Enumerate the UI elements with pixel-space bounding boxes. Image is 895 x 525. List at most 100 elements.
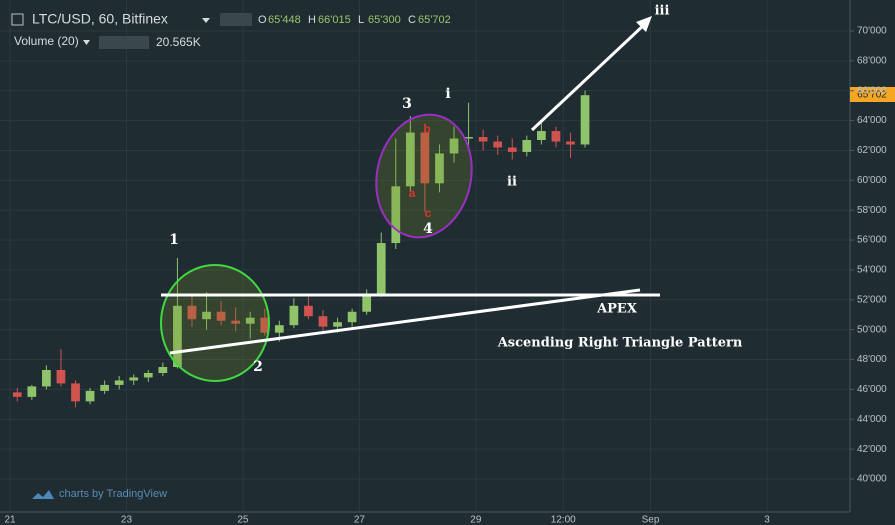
candle-body — [580, 95, 590, 145]
candle-body — [85, 390, 95, 402]
pattern-label: Ascending Right Triangle Pattern — [497, 336, 743, 351]
menu-icon[interactable] — [11, 13, 24, 26]
x-tick-label: 27 — [354, 515, 366, 525]
candle-body — [289, 305, 299, 326]
y-tick-label: 40'000 — [857, 474, 887, 485]
wave-label: a — [409, 186, 416, 200]
candle-body — [202, 311, 211, 320]
candle-body — [56, 369, 66, 384]
ohlc-value: 65'448 — [268, 14, 301, 26]
y-tick-label: 68'000 — [857, 56, 887, 67]
ohlc-value: 65'702 — [418, 14, 451, 26]
candle-body — [420, 132, 430, 184]
candle-body — [42, 369, 51, 387]
volume-buttons[interactable] — [99, 36, 149, 49]
grid — [0, 0, 850, 512]
support-line — [169, 288, 641, 355]
x-tick-label: 23 — [121, 515, 133, 525]
candle-body — [478, 137, 488, 142]
y-tick-label: 44'000 — [857, 414, 887, 425]
apex-label: APEX — [596, 302, 638, 317]
ohlc-value: 65'300 — [368, 14, 401, 26]
candle-body — [274, 325, 284, 333]
x-tick-label: Sep — [642, 515, 660, 525]
candle-body — [216, 311, 226, 321]
candle-body — [129, 377, 139, 381]
candle-body — [114, 380, 124, 385]
candle-body — [100, 384, 109, 391]
wave-label: c — [425, 206, 432, 220]
candle-body — [566, 141, 575, 145]
x-tick-label: 21 — [4, 515, 16, 525]
wave-4-ellipse — [375, 113, 473, 239]
candle-body — [71, 383, 80, 402]
y-tick-label: 70'000 — [857, 26, 887, 37]
candle-body — [260, 317, 270, 333]
candle-body — [362, 293, 372, 312]
candle-body — [173, 305, 182, 367]
candle-body — [333, 322, 342, 327]
candle-body — [245, 317, 255, 324]
candle-body — [12, 392, 22, 397]
ohlc-key: H — [308, 14, 316, 26]
projection-arrow — [530, 21, 648, 132]
candle-body — [304, 305, 313, 317]
candle-body — [449, 138, 459, 154]
candle-body — [405, 132, 415, 187]
candle-body — [143, 372, 153, 378]
x-tick-label: 3 — [764, 515, 770, 525]
ohlc-key: C — [408, 14, 416, 26]
wave-label: ii — [507, 175, 517, 190]
candle-body — [318, 316, 328, 327]
wave-label: i — [445, 86, 450, 102]
candle-body — [507, 147, 517, 152]
y-tick-label: 50'000 — [857, 324, 887, 335]
candle-body — [27, 386, 37, 397]
candle-body — [231, 320, 241, 324]
ohlc-legend: O 65'448 H 66'015 L 65'300 C 65'702 — [258, 14, 451, 26]
header-buttons[interactable] — [220, 13, 252, 26]
wave-label: 1 — [169, 232, 179, 248]
candle-body — [435, 153, 444, 184]
candle-body — [187, 305, 197, 320]
symbol-title[interactable]: LTC/USD, 60, Bitfinex — [32, 11, 168, 27]
volume-value: 20.565K — [156, 35, 201, 49]
ohlc-key: L — [358, 14, 364, 26]
footer-credit[interactable]: charts by TradingView — [59, 488, 167, 500]
wave-label: b — [423, 122, 430, 136]
y-tick-label: 56'000 — [857, 235, 887, 246]
x-tick-label: 12:00 — [551, 515, 576, 525]
candle-body — [522, 140, 532, 152]
x-tick-label: 25 — [237, 515, 249, 525]
tradingview-logo — [32, 490, 54, 499]
y-tick-label: 52'000 — [857, 294, 887, 305]
y-tick-label: 60'000 — [857, 175, 887, 186]
y-tick-label: 42'000 — [857, 444, 887, 455]
wave-label: 4 — [423, 221, 433, 237]
last-price-badge — [850, 87, 895, 102]
x-tick-label: 29 — [470, 515, 482, 525]
candle-body — [464, 137, 473, 139]
volume-title[interactable]: Volume (20) — [14, 34, 79, 48]
candle-body — [551, 131, 561, 142]
y-tick-label: 58'000 — [857, 205, 887, 216]
candle-body — [493, 141, 503, 148]
y-tick-label: 64'000 — [857, 115, 887, 126]
arrow-head — [636, 16, 652, 32]
candle-body — [391, 186, 401, 244]
wave-label: 2 — [253, 359, 263, 375]
ohlc-value: 66'015 — [318, 14, 351, 26]
candle-body — [158, 367, 168, 373]
dropdown-caret[interactable] — [83, 40, 90, 45]
y-tick-label: 48'000 — [857, 354, 887, 365]
candle-body — [376, 243, 386, 294]
candles — [12, 90, 590, 408]
y-tick-label: 46'000 — [857, 384, 887, 395]
wave-label: 3 — [402, 96, 412, 112]
y-tick-label: 62'000 — [857, 145, 887, 156]
dropdown-caret[interactable] — [202, 18, 210, 23]
y-tick-label: 54'000 — [857, 265, 887, 276]
ohlc-key: O — [258, 14, 267, 26]
